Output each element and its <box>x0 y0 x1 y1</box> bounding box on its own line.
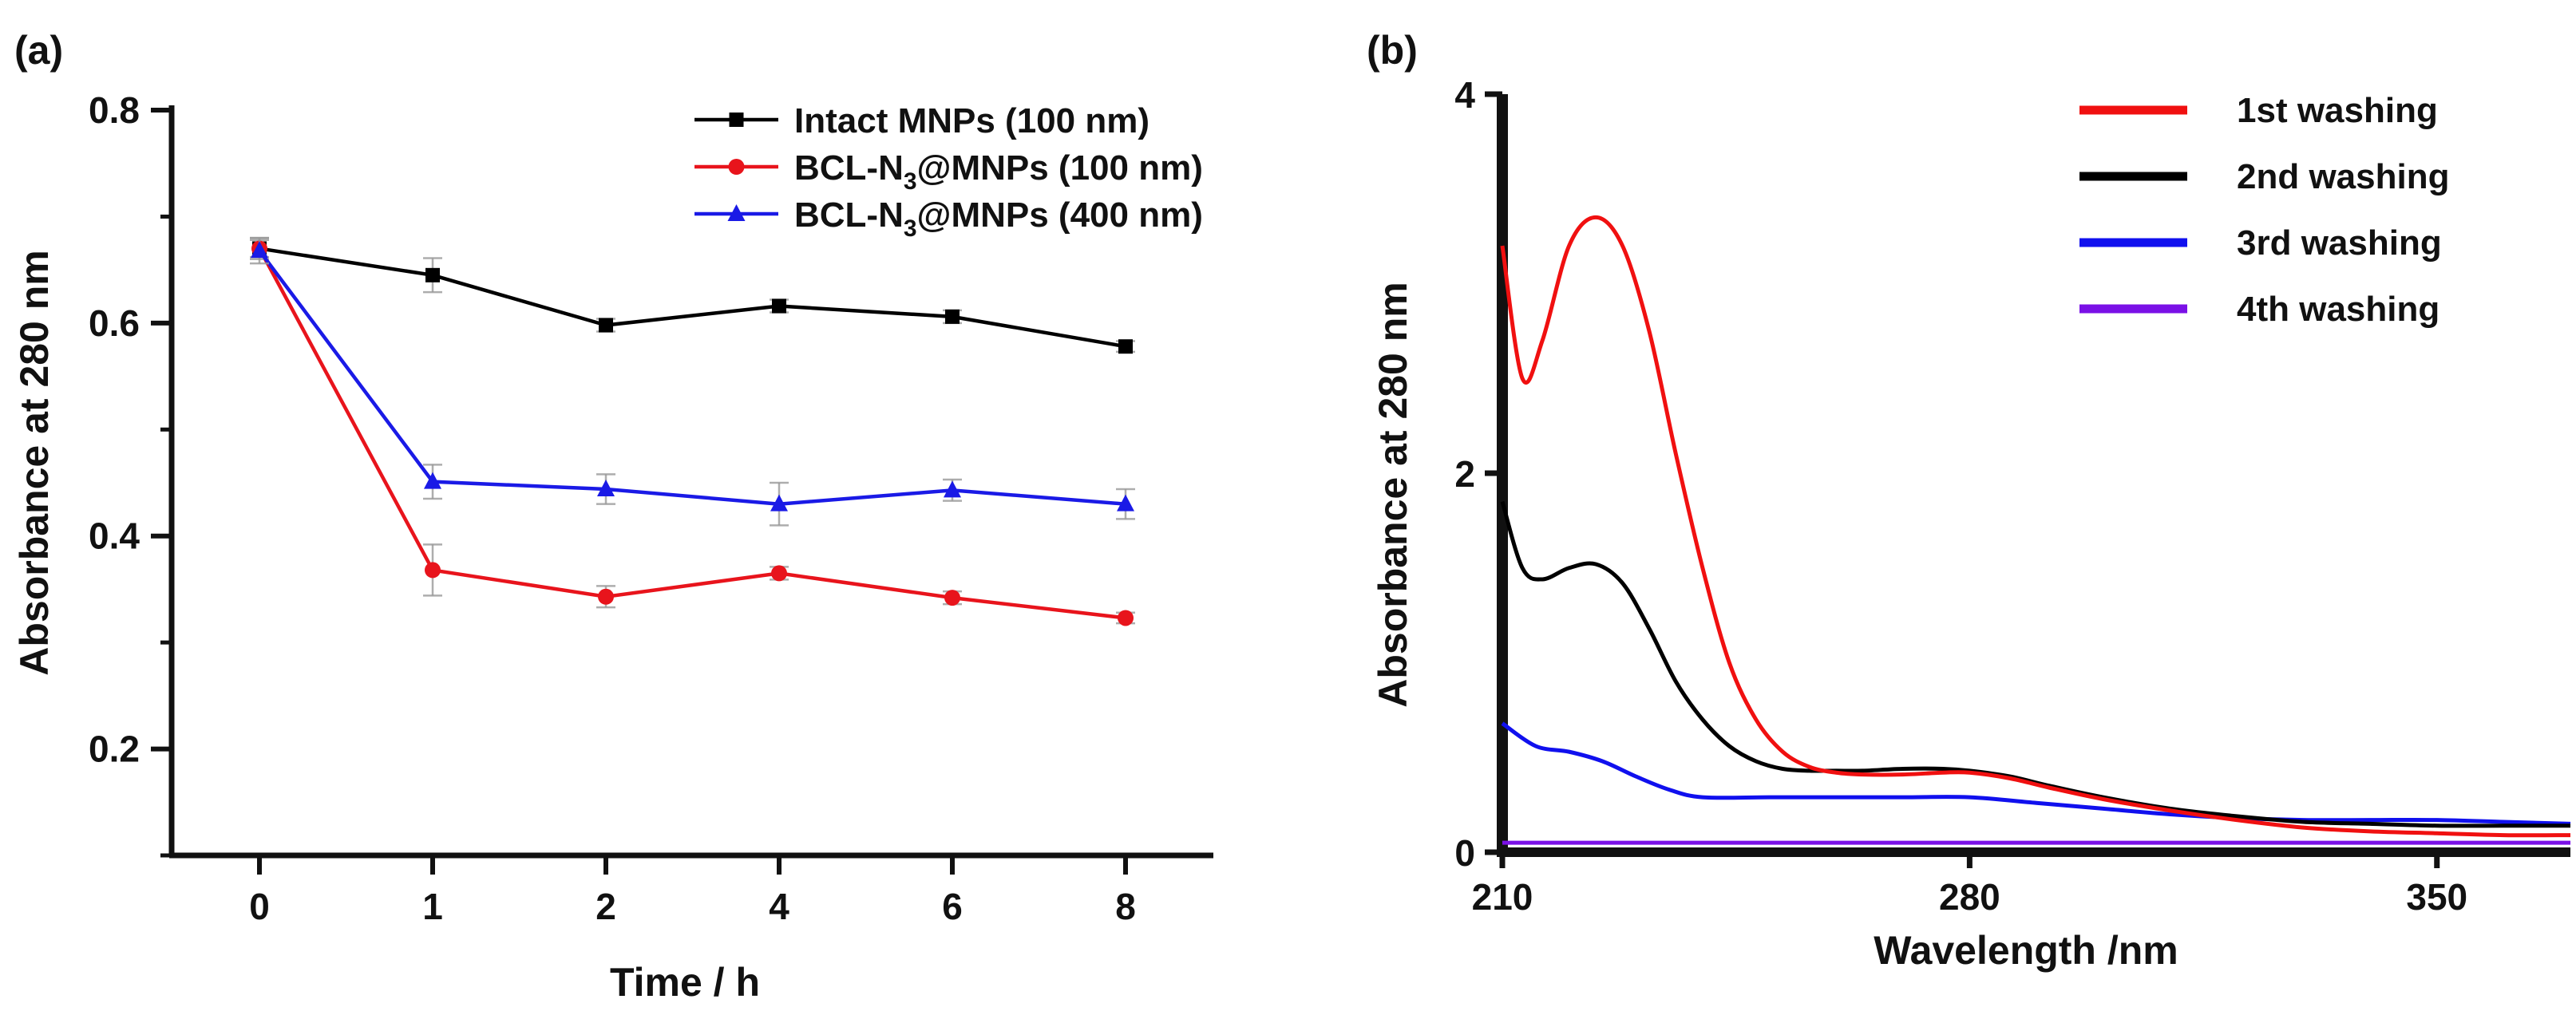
panel-a-xtick-label: 4 <box>769 886 789 927</box>
panel-b-series-line-2 <box>1501 721 2571 826</box>
panel-b-legend: 1st washing 2nd washing 3rd washing 4th was… <box>2079 91 2449 329</box>
panel-b-ylabel: Absorbance at 280 nm <box>1371 282 1415 708</box>
panel-b-legend-label: 2nd washing <box>2237 157 2449 196</box>
panel-a-axes: 0.2 0.4 0.6 0.8 0 1 2 4 6 8 <box>89 89 1213 927</box>
panel-a-point <box>944 480 961 498</box>
panel-a-point <box>251 241 268 259</box>
panel-a-xlabel: Time / h <box>610 960 760 1005</box>
panel-a-ytick-label: 0.4 <box>89 515 140 557</box>
panel-b-ytick-label: 0 <box>1454 832 1475 874</box>
panel-a-ytick-label: 0.6 <box>89 302 140 344</box>
panel-b-legend-item-3: 4th washing <box>2079 290 2439 329</box>
panel-a-point <box>598 588 614 605</box>
panel-a-point <box>944 590 960 606</box>
panel-a-point <box>425 562 441 579</box>
panel-b-legend-item-0: 1st washing <box>2079 91 2438 130</box>
panel-b-legend-label: 3rd washing <box>2237 223 2442 263</box>
panel-a-point <box>770 494 788 511</box>
panel-a-point <box>597 480 615 497</box>
panel-a-series-line <box>258 249 1126 506</box>
panel-b-legend-label: 4th washing <box>2237 290 2439 329</box>
panel-a-series-1 <box>250 236 1135 626</box>
panel-a-legend-item-0: Intact MNPs (100 nm) <box>694 101 1150 140</box>
panel-a-series-2 <box>250 236 1135 527</box>
panel-a-legend-label: BCL-N3@MNPs (100 nm) <box>794 148 1203 195</box>
panel-b-ytick-label: 4 <box>1454 74 1475 116</box>
panel-a-point <box>1117 494 1134 511</box>
panel-b-axes: 0 2 4 210 280 350 <box>1454 74 2570 918</box>
panel-b-series-line-1 <box>1500 500 2570 828</box>
panel-b-xlabel: Wavelength /nm <box>1874 928 2178 973</box>
panel-a-series-line <box>258 247 1126 620</box>
panel-a-point <box>425 267 440 282</box>
panel-b-legend-label: 1st washing <box>2237 91 2438 130</box>
panel-a-legend-item-2: BCL-N3@MNPs (400 nm) <box>694 195 1203 242</box>
panel-a-xtick-label: 2 <box>596 886 616 927</box>
panel-b-legend-item-2: 3rd washing <box>2079 223 2442 263</box>
panel-b-xtick-label: 280 <box>1939 876 2000 918</box>
panel-a-ylabel: Absorbance at 280 nm <box>12 250 57 676</box>
panel-a-xtick-label: 1 <box>422 886 443 927</box>
panel-a-xtick-label: 6 <box>942 886 963 927</box>
panel-a-legend-label: Intact MNPs (100 nm) <box>794 101 1150 140</box>
panel-a-xtick-label: 0 <box>249 886 270 927</box>
panel-a-point <box>599 318 613 333</box>
panel-b-label: (b) <box>1367 28 1418 73</box>
panel-a-point <box>1118 339 1133 354</box>
panel-a-point <box>424 472 441 489</box>
panel-a-series-line <box>259 247 1126 349</box>
panel-b-ytick-label: 2 <box>1454 453 1475 495</box>
panel-b-xtick-label: 210 <box>1472 876 1533 918</box>
panel-b-plot <box>1500 215 2571 845</box>
panel-a-point <box>1118 610 1134 626</box>
panel-a-plot <box>250 236 1135 626</box>
panel-a-legend-marker <box>727 204 746 221</box>
panel-a-legend-marker <box>729 113 744 127</box>
panel-a-legend: Intact MNPs (100 nm) BCL-N3@MNPs (100 nm)… <box>694 101 1203 242</box>
panel-a-point <box>771 565 787 582</box>
panel-a-ytick-label: 0.2 <box>89 729 140 770</box>
panel-a-legend-marker <box>728 159 745 175</box>
panel-a-ytick-label: 0.8 <box>89 89 140 131</box>
panel-a-xtick-label: 8 <box>1115 886 1136 927</box>
panel-b-series-line-0 <box>1500 215 2571 838</box>
panel-b-legend-item-1: 2nd washing <box>2079 157 2449 196</box>
panel-a-legend-label: BCL-N3@MNPs (400 nm) <box>794 195 1203 242</box>
panel-a-legend-item-1: BCL-N3@MNPs (100 nm) <box>694 148 1203 195</box>
panel-a-series-0 <box>250 239 1135 354</box>
panel-a-point <box>945 309 960 324</box>
panel-a-point <box>772 298 786 314</box>
panel-a-label: (a) <box>14 28 63 73</box>
panel-b-xtick-label: 350 <box>2406 876 2467 918</box>
